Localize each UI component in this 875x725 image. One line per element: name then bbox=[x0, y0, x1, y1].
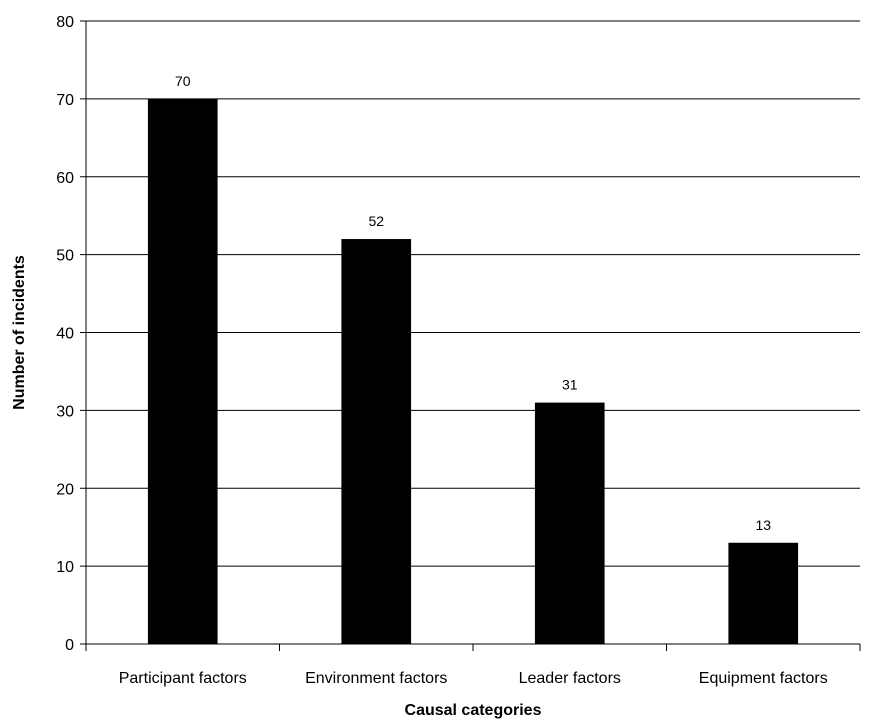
y-tick-label: 30 bbox=[56, 403, 74, 420]
y-tick-label: 10 bbox=[56, 559, 74, 576]
x-tick-label: Equipment factors bbox=[699, 670, 828, 687]
y-tick-label: 80 bbox=[56, 14, 74, 31]
bar-value-label: 31 bbox=[562, 377, 578, 393]
bar bbox=[341, 239, 412, 645]
x-tick-label: Leader factors bbox=[519, 670, 621, 687]
x-tick-label: Environment factors bbox=[305, 670, 447, 687]
y-tick-label: 0 bbox=[65, 637, 74, 654]
y-tick-label: 20 bbox=[56, 481, 74, 498]
bars bbox=[147, 98, 799, 645]
bar bbox=[147, 98, 218, 644]
bar bbox=[728, 542, 799, 644]
y-tick-label: 60 bbox=[56, 170, 74, 187]
bar-value-label: 13 bbox=[755, 517, 771, 533]
bar-value-label: 70 bbox=[175, 73, 191, 89]
bar-value-label: 52 bbox=[368, 213, 384, 229]
y-tick-label: 70 bbox=[56, 92, 74, 109]
x-tick-label: Participant factors bbox=[119, 670, 247, 687]
y-tick-label: 50 bbox=[56, 248, 74, 265]
bar bbox=[534, 402, 605, 644]
y-axis-title: Number of incidents bbox=[11, 255, 28, 410]
x-axis-title: Causal categories bbox=[405, 702, 542, 719]
y-axis-ticks: 0 10 20 30 40 50 60 70 80 bbox=[56, 14, 86, 654]
x-axis-ticks: Participant factors Environment factors Le… bbox=[85, 644, 861, 687]
data-labels: 70 52 31 13 bbox=[175, 73, 771, 533]
y-tick-label: 40 bbox=[56, 326, 74, 343]
